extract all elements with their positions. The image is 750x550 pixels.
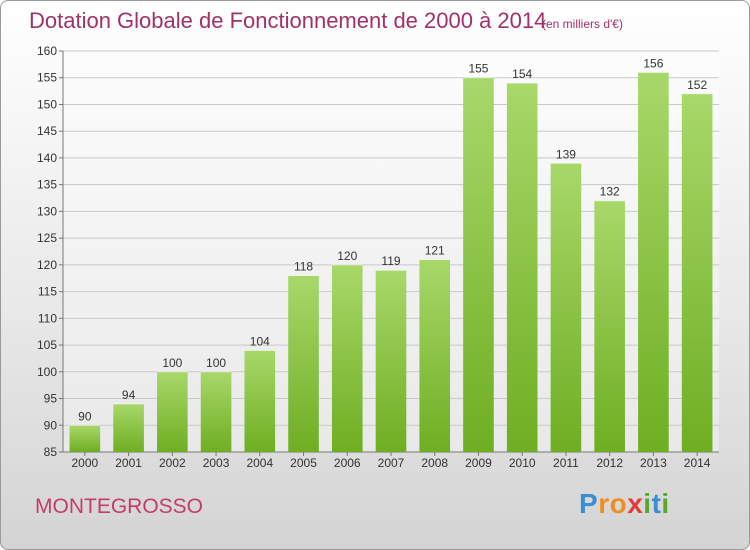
bar [244, 350, 276, 452]
x-tick-label: 2004 [246, 456, 273, 470]
bar [506, 83, 538, 452]
y-tick-label: 145 [37, 124, 57, 138]
x-tick-label: 2006 [334, 456, 361, 470]
bar [463, 77, 494, 452]
bar-value-label: 104 [250, 334, 270, 348]
bar [594, 200, 625, 452]
y-tick-label: 125 [37, 231, 57, 245]
bar-layer [69, 71, 713, 453]
x-tick-label: 2005 [290, 456, 317, 470]
bar-value-label: 100 [162, 356, 182, 370]
y-tick-label: 115 [38, 285, 57, 299]
x-tick-label: 2010 [509, 456, 536, 470]
bar [288, 275, 319, 452]
bar-value-label: 152 [687, 78, 707, 92]
bar [69, 425, 101, 452]
x-tick-label: 2009 [465, 456, 492, 470]
logo-letter: o [609, 488, 628, 519]
label-layer: 90 94 100 100 104 118 120 119 121 155 154 139 132 156… [78, 56, 707, 423]
y-tick-label: 110 [38, 311, 57, 325]
proxiti-logo: Proxiti [579, 488, 670, 520]
x-tick-label: 2012 [596, 456, 623, 470]
x-tick-label: 2003 [203, 456, 230, 470]
bar-value-label: 119 [381, 254, 400, 268]
axis-layer: 85 90 95 100 105 110 115 120 125 130 135 140 145 150 1… [37, 44, 719, 470]
bar-value-label: 121 [425, 244, 445, 258]
bar-value-label: 132 [600, 185, 620, 199]
bar-value-label: 155 [468, 62, 488, 76]
bar-value-label: 139 [556, 147, 576, 161]
bar [419, 259, 451, 452]
bar [681, 93, 713, 453]
y-tick-label: 105 [37, 338, 57, 352]
logo-letter: r [598, 488, 610, 519]
bar-value-label: 154 [512, 67, 532, 81]
y-tick-label: 95 [44, 392, 58, 406]
bar-value-label: 118 [294, 260, 313, 274]
logo-letter: t [651, 488, 662, 519]
bar-value-label: 94 [122, 388, 136, 402]
x-tick-label: 2001 [115, 456, 142, 470]
bar [550, 163, 582, 452]
logo-letter: i [643, 488, 652, 519]
x-tick-label: 2007 [378, 456, 405, 470]
logo-letter: P [579, 488, 599, 519]
y-tick-label: 90 [44, 418, 58, 432]
chart-subtitle: (en milliers d'€) [542, 17, 623, 31]
y-tick-label: 135 [37, 178, 57, 192]
bar [113, 403, 144, 452]
y-tick-label: 85 [44, 445, 58, 459]
bar-value-label: 100 [206, 356, 226, 370]
x-tick-label: 2000 [72, 456, 99, 470]
x-tick-label: 2008 [421, 456, 448, 470]
bar [638, 72, 669, 453]
x-tick-label: 2013 [640, 456, 667, 470]
y-tick-label: 120 [37, 258, 57, 272]
logo-letter: i [661, 488, 670, 519]
chart-title: Dotation Globale de Fonctionnement de 20… [29, 8, 547, 33]
bar [331, 264, 363, 452]
y-tick-label: 155 [37, 71, 57, 85]
x-tick-label: 2014 [684, 456, 711, 470]
y-tick-label: 100 [37, 365, 57, 379]
bar-value-label: 120 [337, 249, 357, 263]
bar [200, 371, 232, 452]
x-tick-label: 2002 [159, 456, 186, 470]
y-tick-label: 150 [37, 97, 57, 111]
logo-letter: x [627, 488, 644, 519]
commune-name: MONTEGROSSO [35, 495, 204, 518]
y-tick-label: 160 [37, 44, 57, 58]
bar-value-label: 90 [78, 409, 92, 423]
bar [375, 270, 407, 452]
bar [157, 371, 188, 452]
x-tick-label: 2011 [553, 456, 579, 470]
y-tick-label: 130 [37, 204, 57, 218]
y-tick-label: 140 [37, 151, 57, 165]
bar-value-label: 156 [643, 56, 663, 70]
